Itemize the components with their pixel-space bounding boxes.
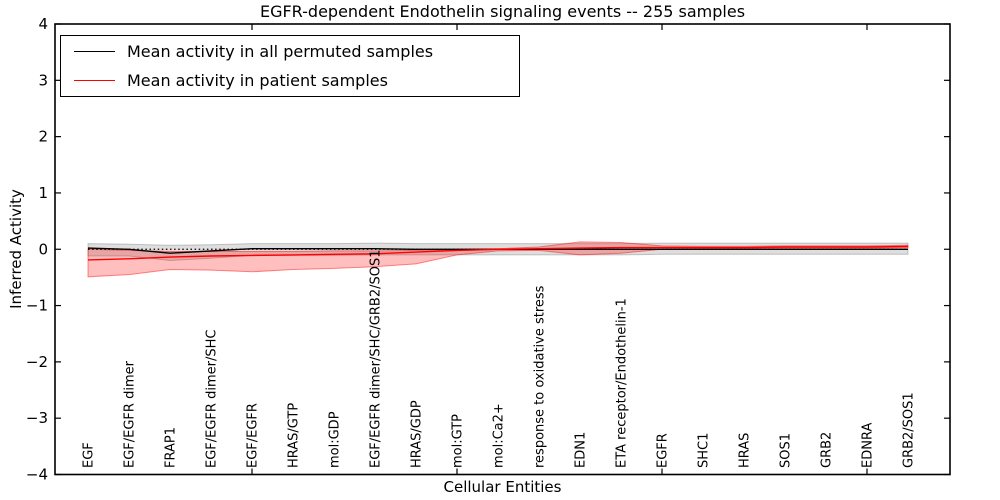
y-tick-label: 2 [38,128,48,146]
y-tick-label: 4 [38,15,48,33]
x-axis-title: Cellular Entities [443,478,562,496]
x-tick-label: GRB2/SOS1 [902,392,917,468]
x-tick-label: HRAS/GTP [287,403,302,468]
legend-entry-permuted: Mean activity in all permuted samples [61,38,519,65]
patient-confidence-band [87,241,909,278]
legend-entry-patient: Mean activity in patient samples [61,67,519,94]
x-tick-label: EGF/EGFR dimer [123,360,138,468]
x-tick-label: EDN1 [574,432,589,468]
x-tick-label: mol:Ca2+ [492,403,507,468]
x-tick-label: EGF/EGFR dimer/SHC/GRB2/SOS1 [369,250,384,469]
x-tick-label: EGF [82,442,97,468]
y-tick-label: −3 [26,409,48,427]
y-tick-label: −1 [26,297,48,315]
x-tick-label: SOS1 [779,433,794,468]
x-tick-label: response to oxidative stress [533,285,548,468]
legend-label: Mean activity in patient samples [127,70,388,90]
chart-title: EGFR-dependent Endothelin signaling even… [259,2,746,21]
x-tick-label: HRAS/GDP [410,400,425,468]
x-tick-label: ETA receptor/Endothelin-1 [615,298,630,468]
y-tick-label: 3 [38,71,48,89]
x-tick-label: EGF/EGFR [246,403,261,468]
x-tick-label: EGF/EGFR dimer/SHC [205,330,220,468]
x-tick-label: EGFR [656,433,671,468]
x-tick-label: SHC1 [697,433,712,468]
x-tick-label: EDNRA [861,423,876,468]
y-tick-label: 1 [38,184,48,202]
x-tick-label: HRAS [738,433,753,468]
y-tick-label: −2 [26,353,48,371]
x-tick-label: FRAP1 [164,427,179,468]
patient-line-swatch [74,79,115,81]
y-tick-label: −4 [26,466,48,484]
x-tick-label: mol:GDP [328,411,343,468]
y-tick-label: 0 [38,240,48,258]
permuted-line-swatch [74,51,115,53]
x-tick-label: GRB2 [820,432,835,468]
x-tick-label: mol:GTP [451,414,466,468]
legend: Mean activity in all permuted samples Me… [60,35,520,97]
patient-mean-line [87,245,909,261]
y-axis-title: Inferred Activity [7,189,25,309]
legend-label: Mean activity in all permuted samples [127,42,434,62]
plot-frame [54,23,951,476]
